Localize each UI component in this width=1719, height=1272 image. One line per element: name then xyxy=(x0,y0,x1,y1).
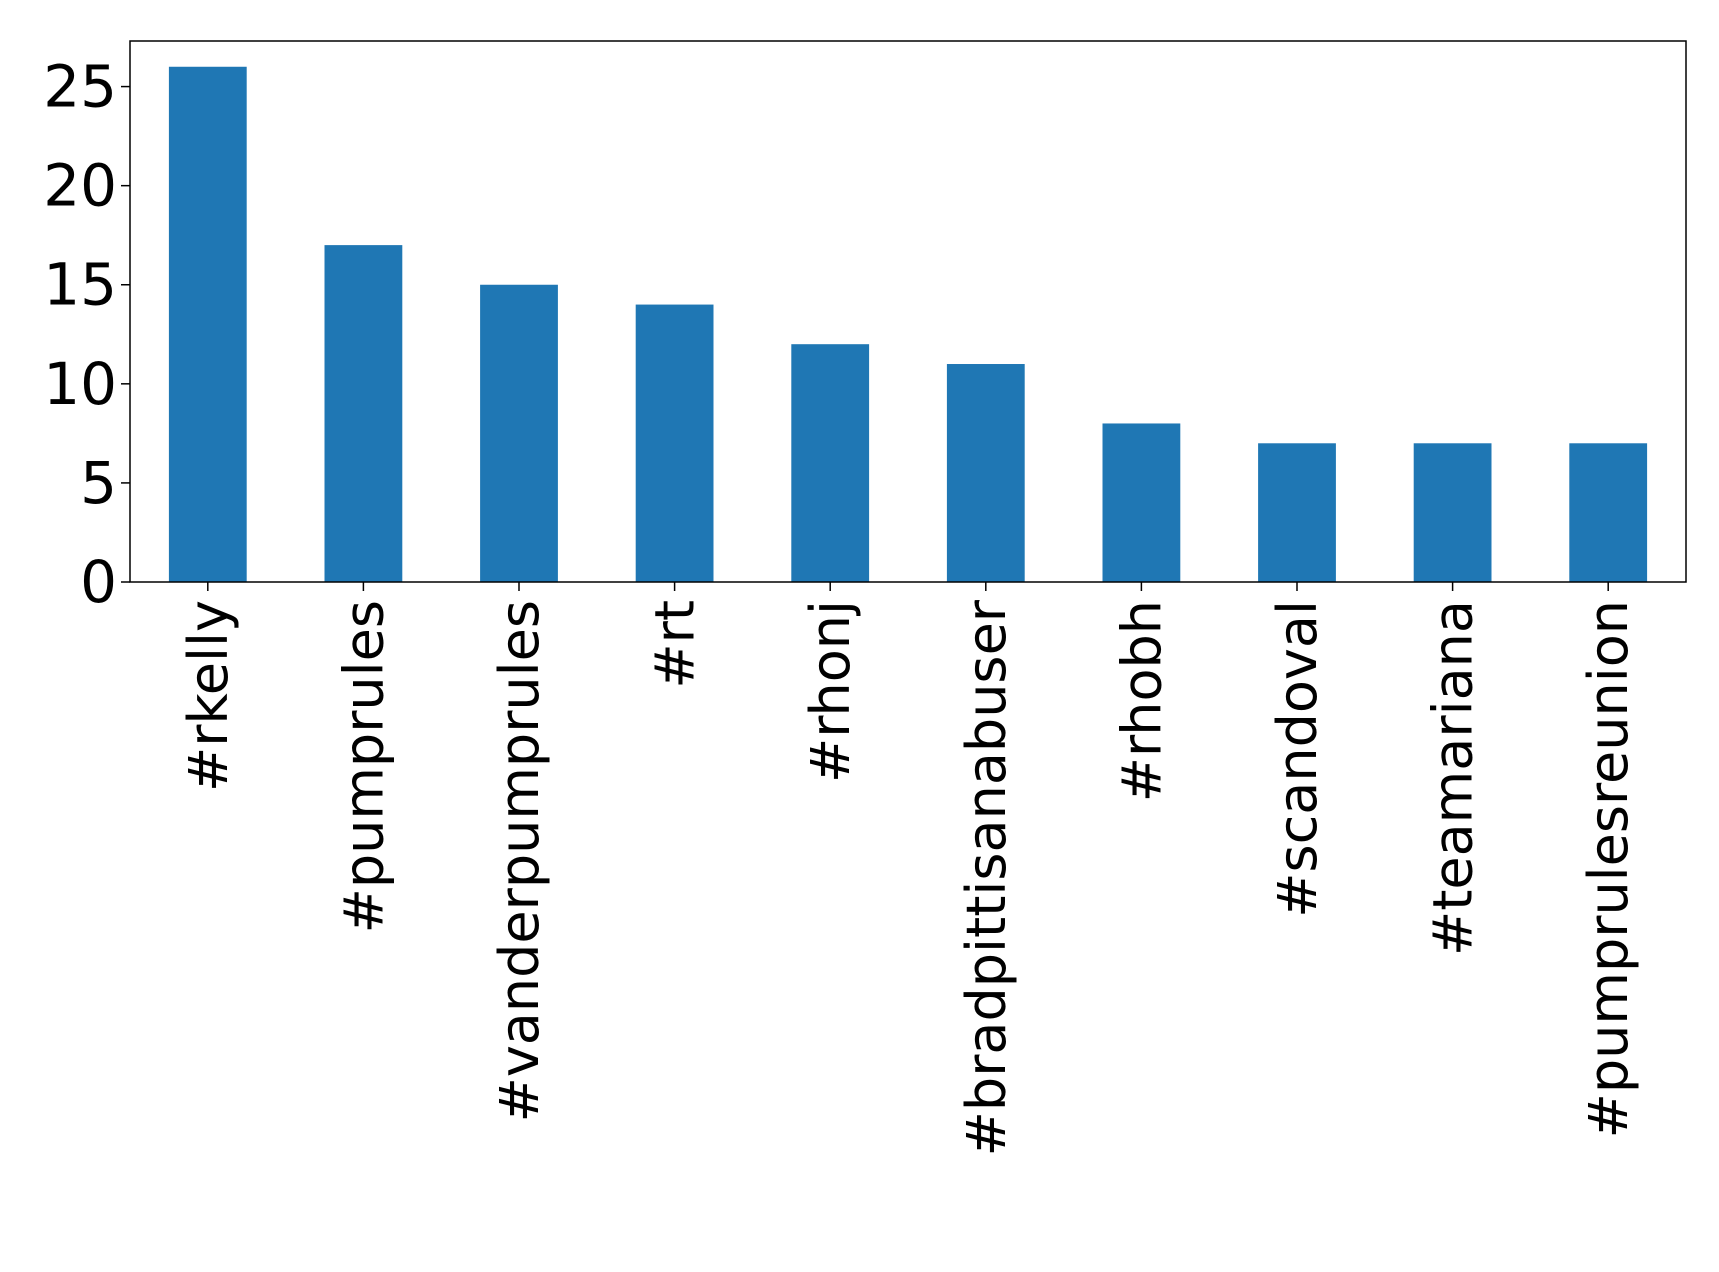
bar-scandoval xyxy=(1258,443,1336,582)
bar-vanderpumprules xyxy=(480,284,558,582)
plot-frame xyxy=(129,40,1687,583)
y-tick-label: 25 xyxy=(43,53,117,121)
x-tick-label: #scandoval xyxy=(1266,600,1329,918)
x-tick-label: #rt xyxy=(644,600,707,689)
bar-rhonj xyxy=(791,344,870,582)
x-axis: #rkelly #pumprules #vanderpumprules #rt #rho… xyxy=(177,582,1640,1156)
y-tick-label: 15 xyxy=(43,251,117,319)
x-tick-label: #teamariana xyxy=(1422,600,1485,956)
bars-group xyxy=(168,66,1648,582)
bar-rhobh xyxy=(1102,423,1181,582)
x-tick-label: #rhonj xyxy=(799,600,862,783)
bar-rt xyxy=(635,304,714,582)
y-tick-label: 10 xyxy=(43,350,117,418)
bar-pumprulesreunion xyxy=(1569,443,1648,582)
y-axis: 0 5 10 15 20 25 xyxy=(43,53,130,616)
bar-teamariana xyxy=(1413,443,1492,582)
x-tick-label: #rhobh xyxy=(1110,600,1173,802)
x-tick-label: #bradpittisanabuser xyxy=(955,599,1018,1156)
x-tick-label: #pumprulesreunion xyxy=(1577,600,1640,1138)
y-tick-label: 20 xyxy=(43,152,117,220)
y-tick-label: 5 xyxy=(80,449,117,517)
x-tick-label: #pumprules xyxy=(332,600,395,933)
bar-bradpittisanabuser xyxy=(946,364,1025,582)
bar-pumprules xyxy=(324,245,403,582)
x-tick-label: #rkelly xyxy=(177,600,240,792)
x-tick-label: #vanderpumprules xyxy=(488,600,551,1122)
bar-rkelly xyxy=(168,66,247,582)
y-tick-label: 0 xyxy=(80,548,117,616)
